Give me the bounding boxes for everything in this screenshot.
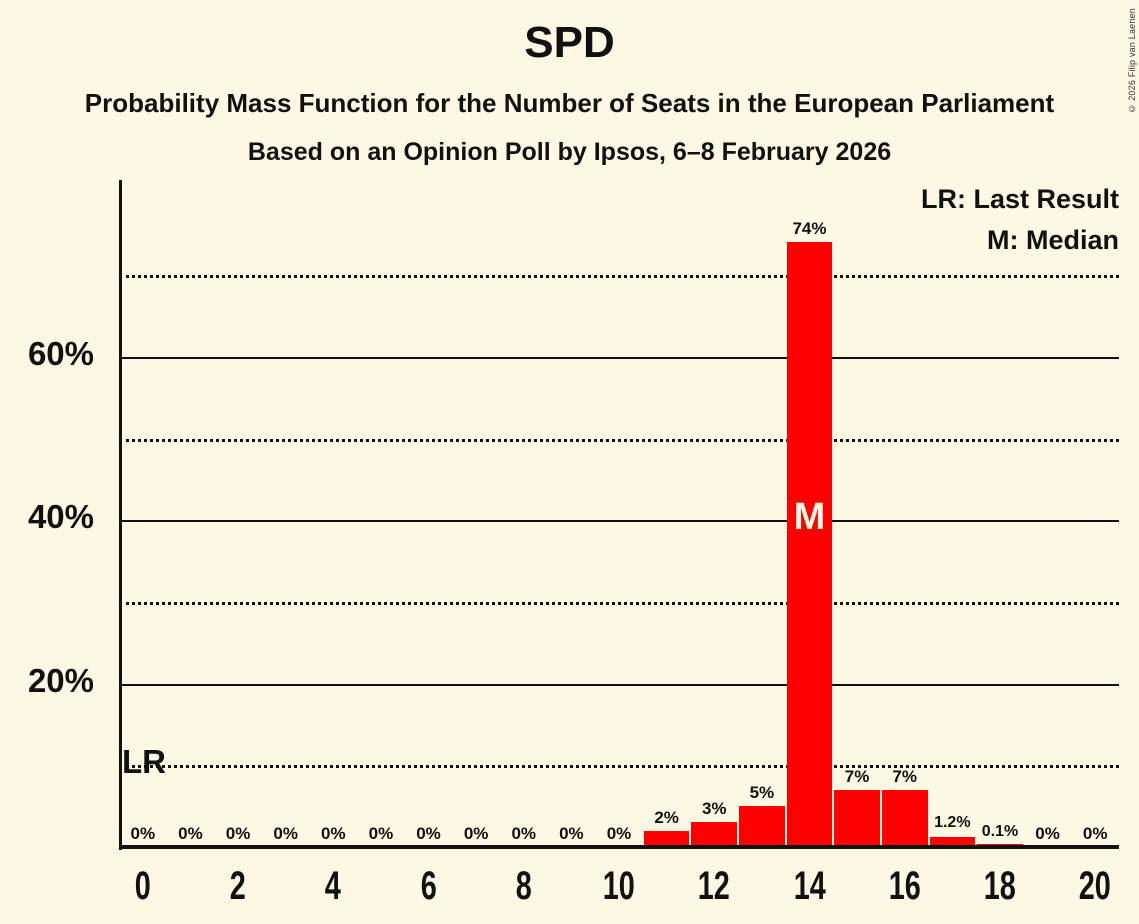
x-axis-line bbox=[119, 845, 1119, 849]
bar-value-seat-1: 0% bbox=[178, 824, 203, 843]
bar-value-seat-6: 0% bbox=[416, 824, 441, 843]
last-result-marker: LR bbox=[122, 743, 166, 781]
bar-value-seat-20: 0% bbox=[1082, 824, 1108, 843]
gridline-dotted-30 bbox=[119, 601, 1119, 605]
x-tick-18: 18 bbox=[983, 864, 1016, 908]
bar-value-seat-0: 0% bbox=[130, 824, 156, 843]
y-tick-60: 60% bbox=[27, 334, 94, 372]
bar-seat-12 bbox=[691, 822, 738, 847]
x-tick-14: 14 bbox=[793, 864, 826, 908]
bar-seat-13 bbox=[739, 806, 785, 847]
bar-value-seat-5: 0% bbox=[368, 824, 394, 843]
y-tick-40: 40% bbox=[27, 498, 94, 536]
bar-value-seat-14: 74% bbox=[792, 219, 827, 239]
gridline-dotted-10 bbox=[119, 765, 1119, 769]
bar-value-seat-12: 3% bbox=[701, 799, 727, 819]
bar-value-seat-3: 0% bbox=[273, 824, 298, 843]
x-tick-0: 0 bbox=[134, 864, 151, 908]
bar-seat-17 bbox=[929, 837, 976, 847]
bar-value-seat-11: 2% bbox=[654, 807, 679, 827]
gridline-solid-20 bbox=[119, 683, 1119, 686]
x-tick-20: 20 bbox=[1079, 864, 1112, 908]
x-tick-8: 8 bbox=[515, 864, 532, 908]
x-tick-2: 2 bbox=[230, 864, 247, 908]
chart-subtitle-source: Based on an Opinion Poll by Ipsos, 6–8 F… bbox=[247, 138, 892, 166]
bar-value-seat-19: 0% bbox=[1035, 824, 1060, 843]
chart-title: SPD bbox=[524, 18, 615, 67]
y-tick-20: 20% bbox=[27, 661, 94, 699]
y-axis-line bbox=[119, 180, 122, 850]
gridline-solid-40 bbox=[119, 520, 1119, 523]
bar-value-seat-18: 0.1% bbox=[981, 823, 1019, 841]
bar-seat-14 bbox=[786, 242, 833, 847]
gridline-solid-60 bbox=[119, 356, 1119, 359]
bar-value-seat-16: 7% bbox=[892, 766, 917, 786]
x-tick-16: 16 bbox=[888, 864, 921, 908]
copyright-notice: © 2026 Filip van Laenen bbox=[1127, 8, 1137, 114]
x-tick-10: 10 bbox=[602, 864, 636, 908]
bar-value-seat-2: 0% bbox=[225, 824, 251, 843]
bar-value-seat-9: 0% bbox=[559, 824, 584, 843]
bar-value-seat-10: 0% bbox=[606, 824, 632, 843]
x-tick-12: 12 bbox=[698, 864, 731, 908]
legend-last-result: LR: Last Result bbox=[920, 184, 1119, 214]
x-tick-4: 4 bbox=[325, 864, 342, 908]
chart-subtitle: Probability Mass Function for the Number… bbox=[84, 88, 1055, 118]
x-tick-6: 6 bbox=[420, 864, 437, 908]
gridline-dotted-70 bbox=[119, 275, 1119, 279]
bar-seat-15 bbox=[834, 789, 880, 847]
bar-seat-11 bbox=[643, 830, 690, 847]
bar-value-seat-8: 0% bbox=[511, 824, 537, 843]
bar-value-seat-13: 5% bbox=[749, 783, 775, 803]
bar-value-seat-4: 0% bbox=[320, 824, 346, 843]
gridline-dotted-50 bbox=[119, 438, 1119, 442]
median-marker: M bbox=[793, 496, 826, 539]
bar-value-seat-15: 7% bbox=[844, 766, 870, 786]
legend-median: M: Median bbox=[987, 225, 1119, 255]
bar-value-seat-17: 1.2% bbox=[934, 814, 971, 832]
bar-value-seat-7: 0% bbox=[463, 824, 489, 843]
bar-seat-16 bbox=[881, 789, 928, 847]
